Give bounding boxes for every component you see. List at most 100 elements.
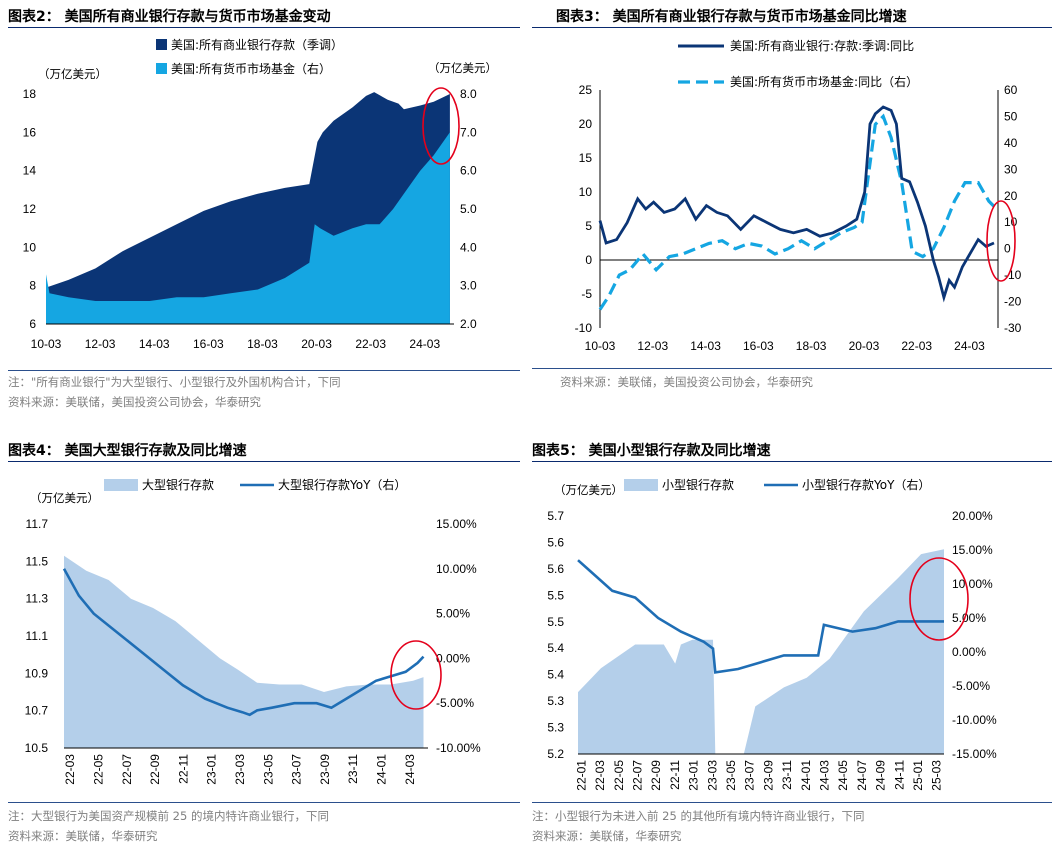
chart5-ylabel: （万亿美元） [554,483,623,497]
chart5-deposits-area [578,549,944,754]
chart4-y-tick: 11.5 [26,554,49,568]
chart3-svg: -10 -5 0 5 10 15 20 25 -30 -20 -10 0 10 20 30 40 50 60 10-… [575,38,1022,353]
chart3-title: 图表3： 美国所有商业银行存款与货币市场基金同比增速 [556,9,907,25]
chart4-y-tick: 11.7 [26,517,49,531]
chart4-y-tick: 11.1 [26,629,49,643]
chart5-highlight-ellipse [909,557,969,641]
chart2-y2-tick: 3.0 [460,279,477,293]
chart5-xtick: 24-03 [817,760,831,791]
chart3-y-tick: 0 [585,253,592,267]
chart4-deposits-area [64,555,424,748]
chart4-highlight-ellipse [390,640,442,710]
chart5-xtick: 24-05 [836,760,850,791]
chart3-y2-tick: 30 [1004,162,1018,176]
chart2-y-tick: 12 [23,202,37,216]
chart3-title-rule [532,27,1052,28]
chart5-bottom-rule [532,802,1052,803]
chart5-xtick: 23-01 [687,760,701,791]
chart3-mmf-line [598,113,996,311]
chart3-xtick: 20-03 [849,339,880,353]
chart4-xtick: 22-09 [148,754,162,785]
chart4-y2-tick: 5.00% [436,607,470,621]
chart2-xtick: 22-03 [355,337,386,351]
chart2-xtick: 20-03 [301,337,332,351]
chart5-xtick: 23-07 [743,760,757,791]
chart2-y-tick: 18 [23,87,37,101]
chart3-y2-tick: 60 [1004,83,1018,97]
chart5-xtick: 23-05 [724,760,738,791]
chart2-title: 图表2： 美国所有商业银行存款与货币市场基金变动 [8,9,331,25]
chart5-y-tick: 5.3 [547,694,564,708]
chart4-xtick: 22-05 [91,754,105,785]
chart5-xtick: 22-01 [574,760,588,791]
chart5-y-tick: 5.4 [547,641,564,655]
chart4-xtick: 23-05 [261,754,275,785]
chart2-xtick: 16-03 [193,337,224,351]
chart2-xtick: 18-03 [247,337,278,351]
chart2-y2-tick: 8.0 [460,87,477,101]
chart2-xtick: 24-03 [409,337,440,351]
chart5-legend-yoy: 小型银行存款YoY（右） [802,477,930,492]
chart3-bottom-rule [532,368,1052,369]
chart5-y-tick: 5.6 [547,562,564,576]
chart3-y2-tick: -10 [1004,268,1022,282]
chart2-xtick: 14-03 [139,337,170,351]
chart4-xtick: 23-11 [346,754,360,784]
chart4-y-tick: 10.7 [25,704,49,718]
chart5-xtick: 24-07 [855,760,869,791]
chart5-xtick: 25-01 [911,760,925,791]
chart2-legend-deposits: 美国:所有商业银行存款（季调） [171,37,343,52]
chart4-y2-tick: 15.00% [436,517,477,531]
chart5-y2-tick: -5.00% [952,679,990,693]
chart4-y2-tick: -5.00% [436,696,474,710]
chart3-legend-mmf: 美国:所有货币市场基金:同比（右） [730,74,918,89]
chart4-legend-deposits: 大型银行存款 [142,478,214,492]
chart2-xtick: 12-03 [85,337,116,351]
chart2-y-tick: 8 [29,279,36,293]
chart4-xtick: 23-09 [318,754,332,785]
chart3-y-tick: 25 [579,83,593,97]
chart3-legend-deposits: 美国:所有商业银行:存款:季调:同比 [730,38,914,53]
chart5-xtick: 23-11 [780,760,794,790]
chart5-xtick: 22-03 [593,760,607,791]
chart5-y2-tick: 15.00% [952,543,993,557]
chart2-ylabel: （万亿美元） [38,67,107,81]
chart5-xtick: 22-09 [649,760,663,791]
chart2-panel: 图表2： 美国所有商业银行存款与货币市场基金变动 6 8 10 12 14 16 18 2.0… [8,6,520,414]
chart5-y-tick: 5.7 [547,509,564,523]
chart2-y2-tick: 6.0 [460,164,477,178]
chart5-y-tick: 5.3 [547,721,564,735]
chart4-legend-swatch-deposits [104,479,138,491]
chart5-yoy-line [577,559,944,674]
chart3-xtick: 12-03 [637,339,668,353]
chart4-xtick: 23-01 [205,754,219,785]
chart4-xtick: 24-03 [403,754,417,785]
chart5-xtick: 22-11 [668,760,682,790]
chart3-xtick: 18-03 [796,339,827,353]
chart4-yoy-line [62,568,425,717]
chart5-title: 图表5： 美国小型银行存款及同比增速 [532,443,771,459]
chart5-xtick: 24-01 [799,760,813,791]
chart2-y2-tick: 2.0 [460,317,477,331]
chart3-y2-tick: 50 [1004,109,1018,123]
chart3-deposits-line [598,105,995,303]
chart3-source: 资料来源：美联储，美国投资公司协会，华泰研究 [560,375,813,389]
chart3-xtick: 10-03 [585,339,616,353]
chart3-y-tick: 20 [579,117,593,131]
chart5-xtick: 23-03 [705,760,719,791]
chart5-xtick: 22-05 [612,760,626,791]
chart5-xtick: 25-03 [930,760,944,791]
chart4-y2-tick: 10.00% [436,562,477,576]
chart5-xtick: 23-09 [761,760,775,791]
chart2-mmf-area [46,132,450,324]
chart3-xtick: 24-03 [954,339,985,353]
chart4-xtick: 23-03 [233,754,247,785]
chart5-legend-swatch-deposits [624,479,658,491]
chart5-xtick: 22-07 [630,760,644,791]
chart3-xtick: 22-03 [901,339,932,353]
chart2-y2label: （万亿美元） [428,61,497,75]
chart3-y-tick: 5 [585,219,592,233]
chart2-y-tick: 14 [23,164,37,178]
chart2-y2-tick: 5.0 [460,202,477,216]
chart4-y-tick: 10.9 [25,666,49,680]
